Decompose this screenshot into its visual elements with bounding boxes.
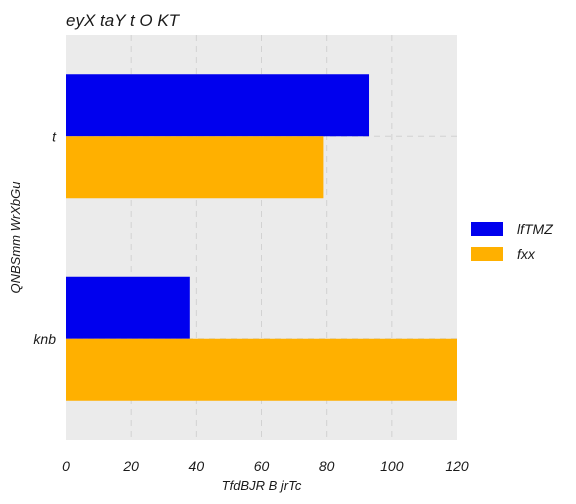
x-tick-label: 20 — [122, 458, 139, 474]
x-tick-label: 60 — [254, 458, 270, 474]
y-ticks: t knb — [33, 128, 57, 347]
legend-label-lfTMZ: lfTMZ — [517, 221, 553, 237]
legend-swatch-lfTMZ — [471, 222, 503, 236]
x-tick-label: 120 — [445, 458, 469, 474]
y-axis-label: QNBSmm WrXbGu — [8, 182, 23, 294]
y-tick-label: t — [52, 128, 57, 144]
x-ticks: 0 20 40 60 80 100 120 — [62, 458, 469, 474]
legend-label-fxx: fxx — [517, 246, 536, 262]
bar-fxx-knb — [66, 338, 457, 401]
bar-lfTMZ-t — [66, 74, 370, 137]
x-tick-label: 0 — [62, 458, 70, 474]
bar-lfTMZ-knb — [66, 276, 190, 339]
x-tick-label: 100 — [380, 458, 404, 474]
x-tick-label: 80 — [319, 458, 335, 474]
y-tick-label: knb — [33, 331, 56, 347]
bars — [66, 74, 457, 401]
x-tick-label: 40 — [189, 458, 205, 474]
legend: lfTMZ fxx — [471, 221, 553, 262]
legend-swatch-fxx — [471, 247, 503, 261]
chart-title: eyX taY t O KT — [66, 11, 181, 30]
bar-fxx-t — [66, 136, 324, 199]
x-axis-label: TfdBJR B jrTc — [222, 478, 302, 493]
